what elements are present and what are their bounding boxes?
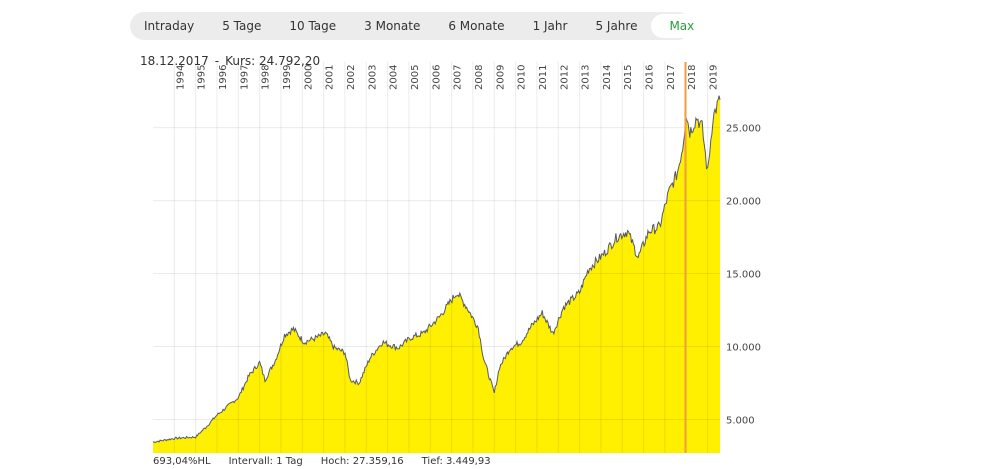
x-tick-label: 2013 xyxy=(581,65,592,90)
hover-info: 18.12.2017- Kurs: 24.792,20 xyxy=(140,54,320,68)
x-tick-label: 1998 xyxy=(261,65,272,90)
x-tick-label: 1999 xyxy=(282,65,293,90)
y-tick-label: 10.000 xyxy=(726,342,761,353)
tab-5-tage[interactable]: 5 Tage xyxy=(222,19,262,33)
time-range-tabs: Intraday 5 Tage 10 Tage 3 Monate 6 Monat… xyxy=(130,12,713,40)
x-tick-label: 2006 xyxy=(431,65,442,90)
x-tick-label: 2003 xyxy=(367,65,378,90)
tab-intraday[interactable]: Intraday xyxy=(144,19,195,33)
tab-1-jahr[interactable]: 1 Jahr xyxy=(532,19,568,33)
x-tick-label: 1996 xyxy=(218,65,229,90)
y-tick-label: 5.000 xyxy=(726,415,755,426)
chart-footer: 693,04%HL Intervall: 1 Tag Hoch: 27.359,… xyxy=(153,456,491,467)
kurs-value: 24.792,20 xyxy=(259,54,321,68)
x-tick-label: 2019 xyxy=(709,65,720,90)
x-tick-label: 2007 xyxy=(453,65,464,90)
tab-3-monate[interactable]: 3 Monate xyxy=(364,19,421,33)
x-tick-label: 2016 xyxy=(645,65,656,90)
x-tick-label: 1994 xyxy=(175,65,186,90)
hover-date: 18.12.2017 xyxy=(140,54,209,68)
low: Tief: 3.449,93 xyxy=(421,456,491,467)
tab-6-monate[interactable]: 6 Monate xyxy=(448,19,505,33)
kurs-label: Kurs: xyxy=(225,54,256,68)
x-tick-label: 1997 xyxy=(239,65,250,90)
price-line xyxy=(152,95,721,444)
x-tick-label: 2010 xyxy=(517,65,528,90)
x-tick-label: 2011 xyxy=(538,65,549,90)
x-tick-label: 2014 xyxy=(602,65,613,90)
x-tick-label: 2012 xyxy=(559,65,570,90)
tab-5-jahre[interactable]: 5 Jahre xyxy=(595,19,638,33)
x-tick-label: 2008 xyxy=(474,65,485,90)
x-tick-label: 2002 xyxy=(346,65,357,90)
x-tick-label: 2009 xyxy=(495,65,506,90)
y-tick-label: 25.000 xyxy=(726,124,761,135)
price-area xyxy=(153,95,720,453)
y-tick-label: 15.000 xyxy=(726,270,761,281)
x-tick-label: 1995 xyxy=(197,65,208,90)
x-tick-label: 2015 xyxy=(623,65,634,90)
x-tick-label: 2018 xyxy=(687,65,698,90)
x-tick-label: 2005 xyxy=(410,65,421,90)
tab-10-tage[interactable]: 10 Tage xyxy=(289,19,337,33)
x-tick-label: 2004 xyxy=(389,65,400,90)
interval: Intervall: 1 Tag xyxy=(228,456,303,467)
separator: - xyxy=(214,54,220,68)
tab-max[interactable]: Max xyxy=(651,14,713,38)
x-tick-label: 2017 xyxy=(666,65,677,90)
performance: 693,04%HL xyxy=(153,456,211,467)
y-tick-label: 20.000 xyxy=(726,197,761,208)
x-tick-label: 2001 xyxy=(325,65,336,90)
x-tick-label: 2000 xyxy=(303,65,314,90)
high: Hoch: 27.359,16 xyxy=(320,456,404,467)
